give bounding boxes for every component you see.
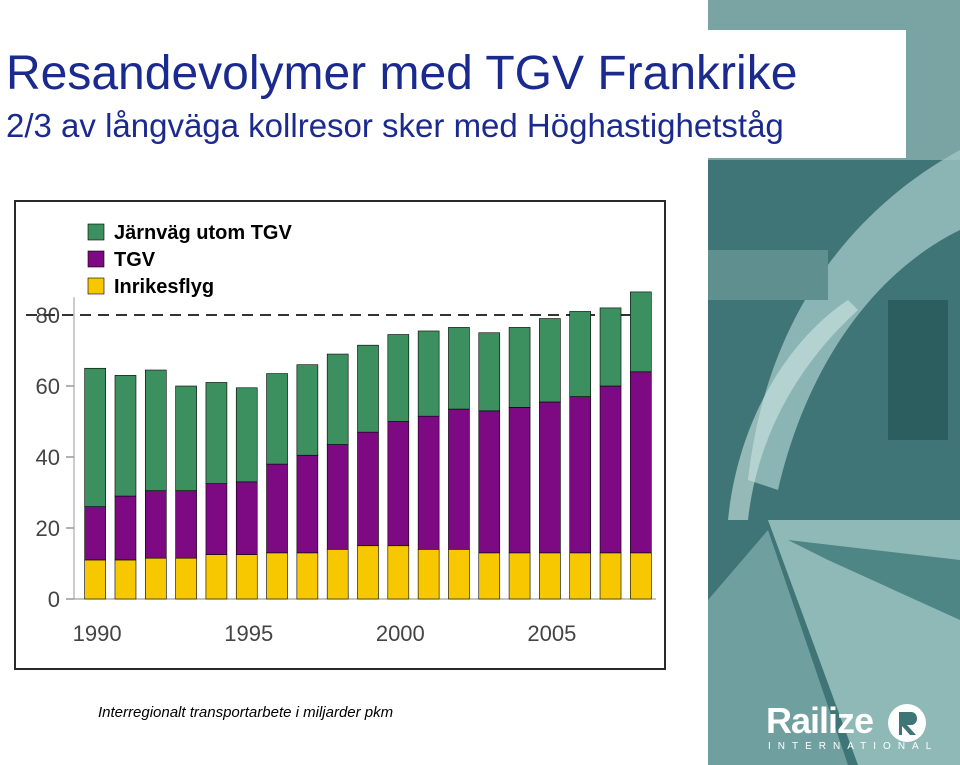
bar-segment <box>630 552 652 600</box>
legend-label: Inrikesflyg <box>114 276 214 298</box>
bar-segment <box>508 327 531 408</box>
bar-segment <box>266 463 288 554</box>
bar-segment <box>478 552 501 600</box>
legend-swatch <box>87 223 105 241</box>
x-tick-label: 2005 <box>527 621 576 646</box>
bar-segment <box>387 421 410 547</box>
bar-segment <box>175 557 197 600</box>
x-tick-label: 1995 <box>224 621 273 646</box>
bar-segment <box>84 367 106 507</box>
x-tick-label: 1990 <box>73 621 122 646</box>
bar-segment <box>539 401 561 554</box>
x-tick-label: 2000 <box>376 621 425 646</box>
bar-segment <box>357 431 379 547</box>
bar-segment <box>296 454 319 554</box>
bar-segment <box>448 408 470 550</box>
bar-segment <box>175 490 197 559</box>
bar-segment <box>599 552 622 600</box>
bar-segment <box>205 554 228 600</box>
bar-segment <box>326 548 349 600</box>
bar-segment <box>144 557 167 600</box>
bar-segment <box>205 382 228 484</box>
bar-segment <box>417 330 440 417</box>
slide-title: Resandevolymer med TGV Frankrike <box>6 47 798 100</box>
bar-segment <box>84 559 106 600</box>
bar-segment <box>296 552 319 600</box>
bar-segment <box>478 410 501 554</box>
chart-caption: Interregionalt transportarbete i miljard… <box>98 704 394 721</box>
bar-segment <box>569 396 592 554</box>
bar-segment <box>387 545 410 600</box>
bar-segment <box>508 407 531 554</box>
title-background <box>0 30 906 158</box>
bar-segment <box>235 554 258 600</box>
bar-segment <box>630 371 652 554</box>
bar-segment <box>235 387 258 483</box>
logo-tagline: INTERNATIONAL <box>768 741 939 752</box>
bar-segment <box>448 548 470 600</box>
railize-r-icon <box>888 704 926 742</box>
y-tick-label: 60 <box>36 374 60 399</box>
y-tick-label: 20 <box>36 516 60 541</box>
bar-segment <box>417 548 440 600</box>
chart-frame: 0 20 40 60 80 1990 1995 2000 2005 Järnväg utom TG… <box>14 200 666 670</box>
bar-segment <box>114 375 137 497</box>
bar-segment <box>478 332 501 412</box>
bar-segment <box>205 483 228 555</box>
legend-swatch <box>87 277 105 295</box>
bar-segment <box>175 385 197 492</box>
bar-segment <box>599 385 622 554</box>
bar-segment <box>599 307 622 387</box>
bar-segment <box>569 311 592 397</box>
bar-segment <box>114 495 137 561</box>
bar-segment <box>235 481 258 555</box>
legend-label: TGV <box>114 249 156 271</box>
bar-segment <box>357 344 379 433</box>
legend-swatch <box>87 250 105 268</box>
slide-subtitle: 2/3 av långväga kollresor sker med Högha… <box>6 107 784 144</box>
bar-segment <box>326 444 349 550</box>
bar-segment <box>357 545 379 600</box>
bar-segment <box>448 327 470 410</box>
bar-segment <box>387 334 410 422</box>
logo-name: Railize <box>766 700 874 741</box>
bar-segment <box>114 559 137 600</box>
legend-label: Järnväg utom TGV <box>114 222 292 244</box>
bar-segment <box>630 291 652 373</box>
bar-segment <box>144 490 167 559</box>
bar-segment <box>326 353 349 445</box>
bar-segment <box>266 373 288 465</box>
bar-segment <box>296 364 319 456</box>
bar-segment <box>144 369 167 492</box>
bar-segment <box>417 415 440 550</box>
bar-segment <box>569 552 592 600</box>
bar-segment <box>84 506 106 561</box>
bar-segment <box>539 318 561 403</box>
bar-segment <box>508 552 531 600</box>
y-tick-label: 0 <box>48 587 60 612</box>
bar-segment <box>266 552 288 600</box>
y-tick-label: 40 <box>36 445 60 470</box>
bar-segment <box>539 552 561 600</box>
